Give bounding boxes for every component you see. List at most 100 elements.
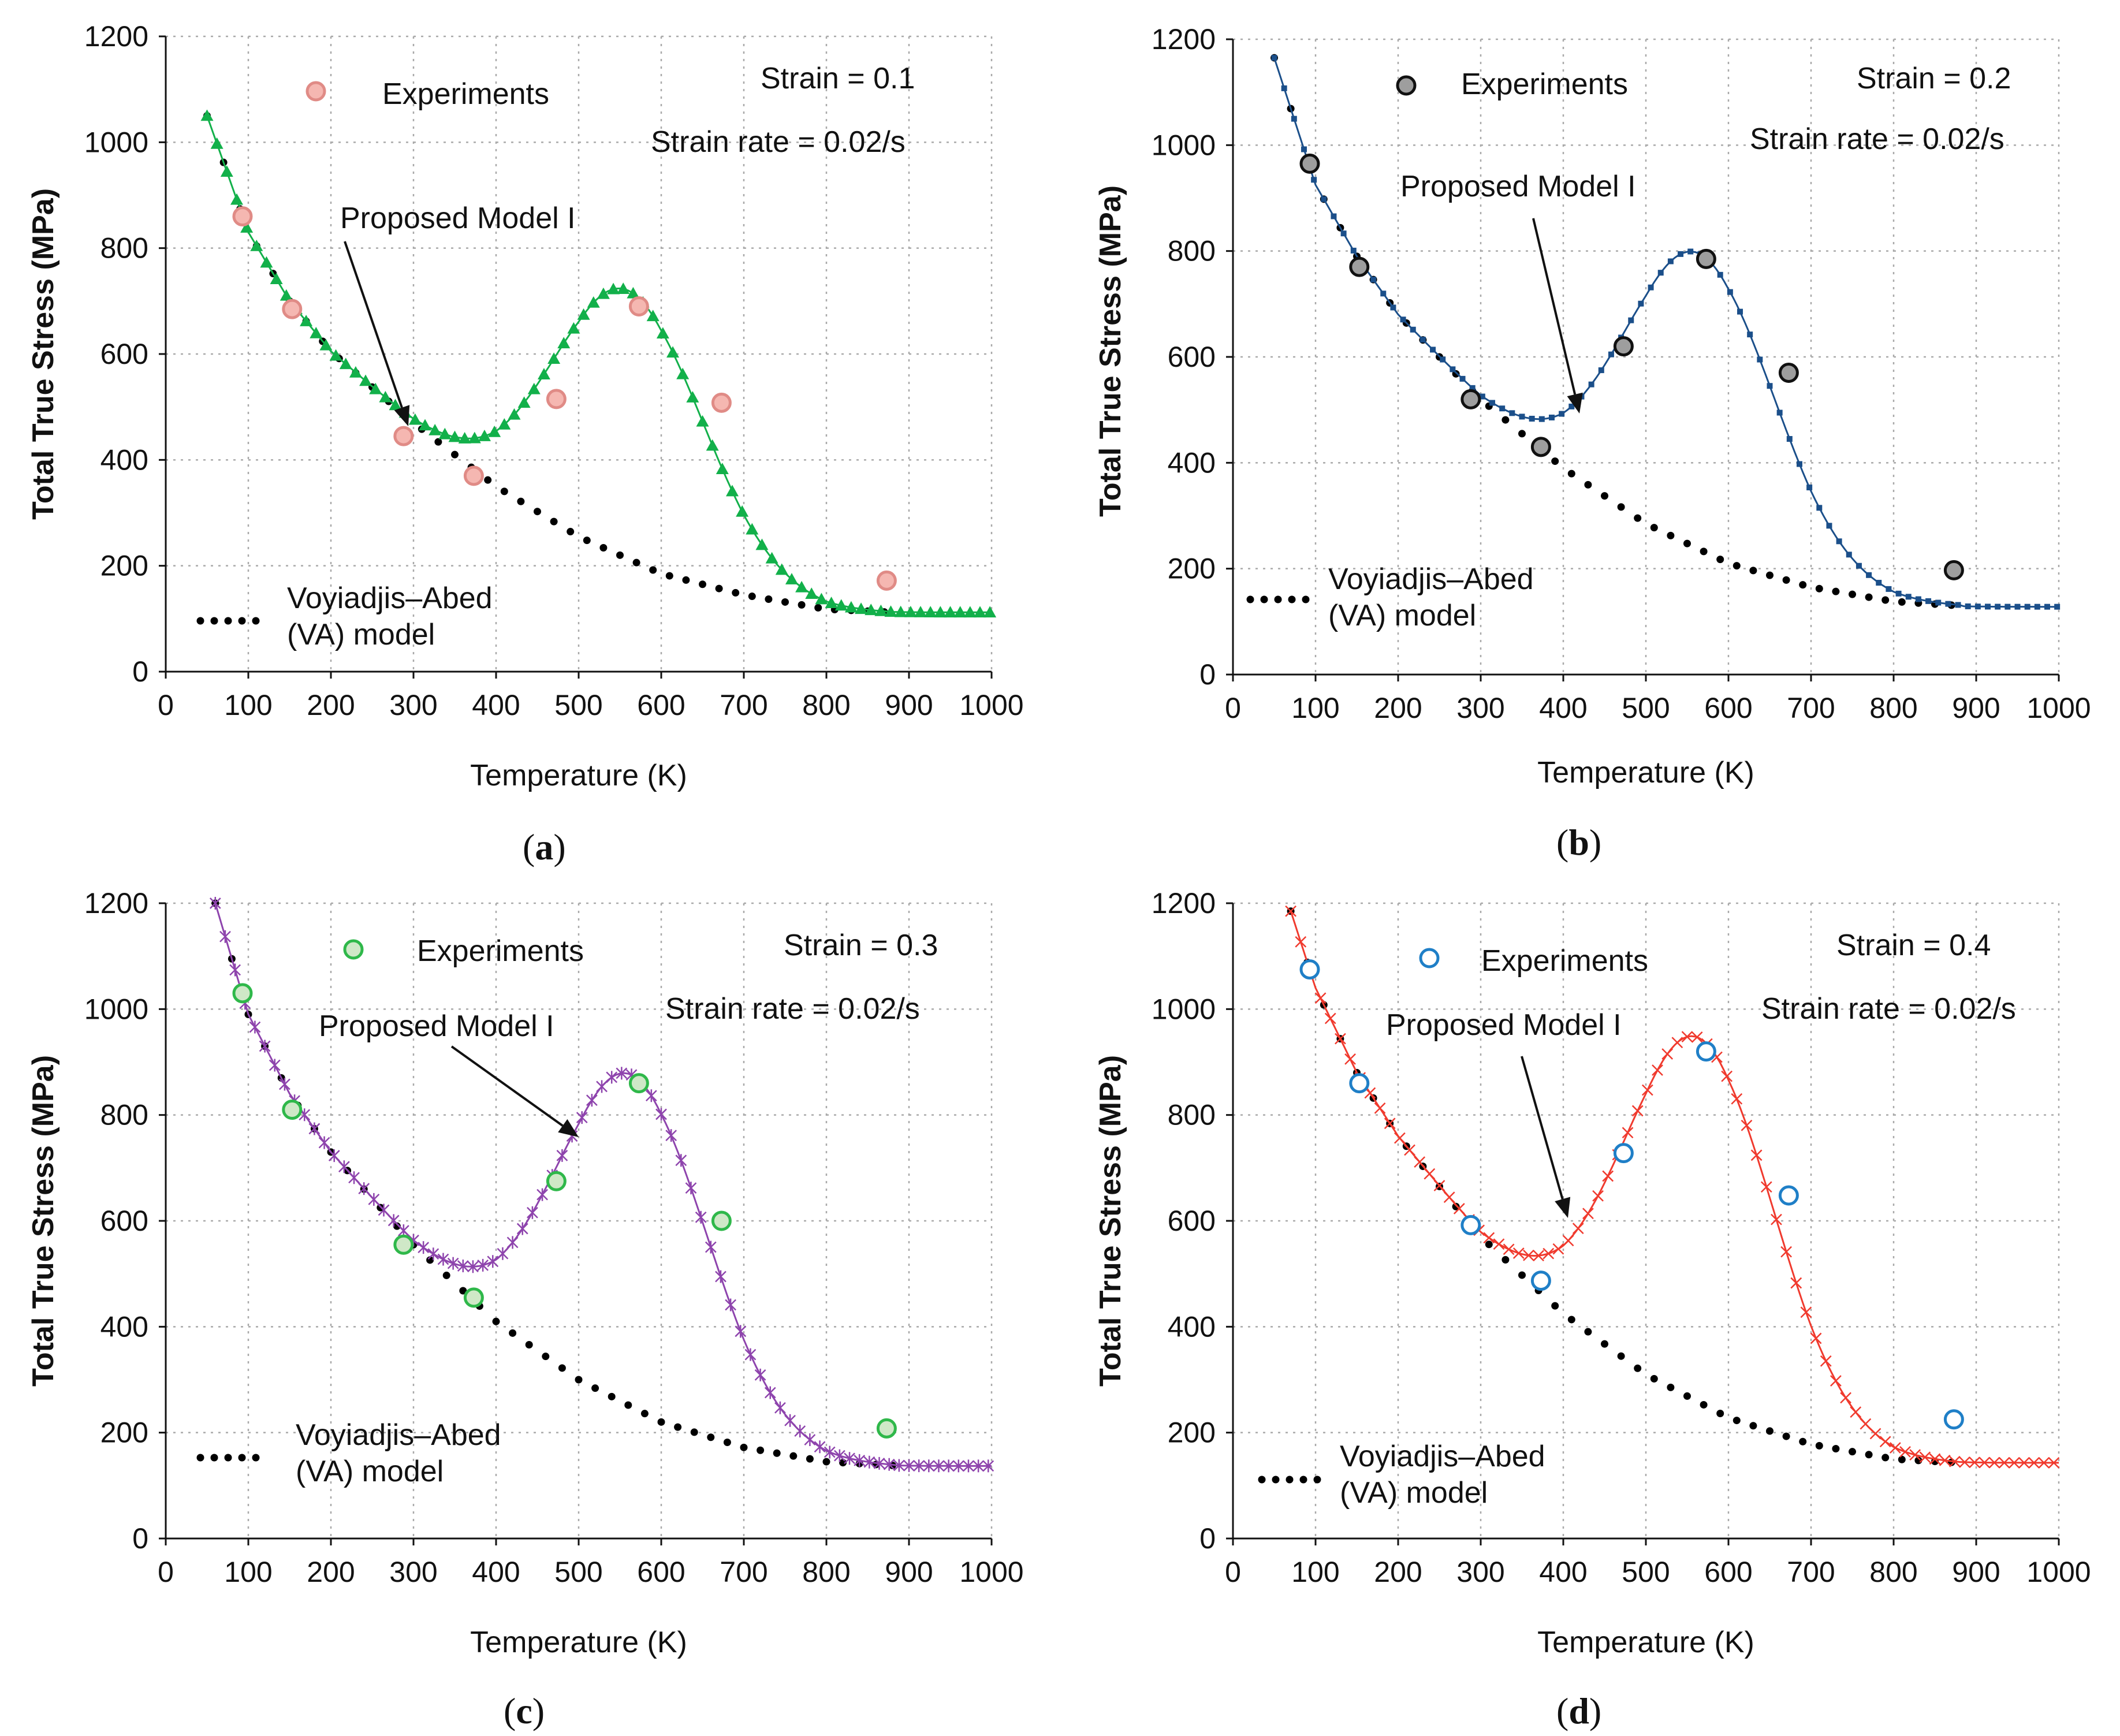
panel-a-model-marker-58 (775, 563, 788, 575)
panel-c-model-marker-50 (705, 1240, 717, 1254)
panel-d-va-point-21 (1634, 1364, 1642, 1372)
panel-c-model-marker-6 (269, 1059, 281, 1072)
panel-c-model-marker-75 (952, 1459, 964, 1473)
panel-b-model-marker-18 (1450, 366, 1456, 372)
panel-b-x-tick-label-5: 500 (1622, 692, 1670, 724)
panel-c-x-tick-label-10: 1000 (959, 1556, 1023, 1588)
panel-c-model-marker-52 (725, 1298, 737, 1312)
panel-a-model-marker-68 (874, 604, 888, 616)
panel-b-model-marker-8 (1350, 247, 1357, 254)
panel-a-model-marker-50 (696, 415, 709, 427)
panel-b-experiment-point-3 (1530, 437, 1551, 457)
panel-a-model-marker-64 (834, 599, 848, 611)
panel-d-x-tick-label-1: 100 (1291, 1556, 1339, 1588)
panel-a-va-point-37 (814, 603, 822, 612)
panel-a-model-marker-56 (755, 538, 769, 550)
panel-d-model-marker-1 (1295, 936, 1307, 948)
panel-d-model-marker-46 (1741, 1119, 1753, 1131)
panel-a-va-point-36 (798, 601, 806, 609)
panel-c-model-text: Proposed Model I (319, 1009, 554, 1043)
panel-d-va-point-16 (1551, 1302, 1559, 1310)
panel-a-model-marker-43 (627, 286, 640, 299)
panel-a-model-marker-12 (319, 338, 333, 351)
panel-d-y-tick-label-3: 600 (1168, 1205, 1216, 1237)
panel-a-model-marker-35 (547, 352, 561, 364)
panel-c-model-marker-45 (655, 1108, 667, 1121)
panel-b-legend-va-dot-3 (1288, 595, 1296, 603)
panel-c-y-tick-label-0: 0 (132, 1522, 148, 1555)
panel-d-model-marker-75 (2028, 1457, 2040, 1469)
panel-d-model-marker-35 (1631, 1105, 1644, 1117)
panel-d-legend-va-dot-2 (1286, 1476, 1294, 1484)
panel-c-experiment-point-3 (463, 1287, 484, 1308)
panel-b-model-marker-42 (1687, 248, 1694, 255)
panel-b-model-text: Proposed Model I (1400, 170, 1636, 203)
panel-a-model-marker-51 (706, 439, 719, 451)
panel-d-model-marker-77 (2048, 1457, 2060, 1469)
panel-a-model-marker-73 (924, 606, 937, 618)
panel-b-va-point-34 (1832, 587, 1840, 595)
panel-b-y-tick-label-1: 200 (1168, 553, 1216, 585)
panel-c-model-marker-63 (833, 1449, 845, 1462)
panel-b-rate-text: Strain rate = 0.02/s (1750, 122, 2005, 156)
panel-b-y-tick-label-0: 0 (1199, 658, 1216, 691)
panel-b-experiment-point-5 (1696, 248, 1716, 269)
panel-d-va-point-22 (1650, 1374, 1658, 1383)
panel-d-model-marker-67 (1948, 1455, 1961, 1467)
panel-c-model-marker-72 (923, 1459, 935, 1473)
panel-a-model-marker-26 (458, 432, 471, 444)
panel-c-va-point-30 (707, 1433, 715, 1441)
panel-b-y-tick-label-3: 600 (1168, 341, 1216, 373)
panel-b-va-point-18 (1567, 470, 1575, 478)
panel-b-model-marker-70 (1965, 603, 1971, 609)
panel-d-va-point-29 (1766, 1427, 1774, 1435)
panel-d-va-point-24 (1683, 1392, 1691, 1400)
panel-d-model-marker-48 (1760, 1181, 1772, 1193)
panel-c-model-marker-35 (556, 1149, 568, 1162)
panel-a-model-marker-0 (200, 109, 214, 121)
panel-b-model-marker-24 (1509, 410, 1515, 416)
panel-b-xlabel: Temperature (K) (1537, 756, 1754, 789)
panel-d-legend-va-dot-0 (1258, 1476, 1266, 1484)
panel-c-model-marker-1 (219, 930, 231, 943)
panel-d-model-marker-52 (1800, 1306, 1812, 1318)
panel-d-model-marker-10 (1384, 1117, 1396, 1130)
panel-b-va-point-28 (1732, 562, 1741, 570)
panel-c-experiment-point-5 (628, 1073, 649, 1094)
panel-b-model-marker-4 (1311, 177, 1317, 183)
panel-d-model-marker-61 (1889, 1442, 1901, 1454)
panel-d-va-point-25 (1700, 1400, 1708, 1409)
panel-b-model-marker-38 (1648, 284, 1654, 290)
panel-d-y-tick-label-5: 1000 (1152, 993, 1216, 1025)
panel-a-model-marker-11 (310, 326, 323, 338)
panel-c-model-marker-18 (388, 1214, 400, 1227)
panel-d-model-marker-25 (1533, 1250, 1544, 1262)
panel-d-model-marker-74 (2018, 1456, 2030, 1469)
panel-a-model-marker-38 (577, 308, 590, 320)
panel-a-y-tick-label-5: 1000 (84, 126, 148, 158)
panel-a-model-marker-77 (963, 606, 977, 618)
panel-b-model-marker-67 (1935, 599, 1942, 606)
panel-b-model-marker-54 (1806, 485, 1813, 491)
panel-b-ylabel: Total True Stress (MPa) (1094, 185, 1127, 517)
panel-c-model-marker-31 (516, 1222, 528, 1235)
panel-c-arrow-head (558, 1119, 579, 1137)
panel-b-model-marker-46 (1727, 289, 1733, 295)
panel-a-model-marker-67 (865, 603, 878, 616)
panel-c-legend-va-dot-4 (252, 1454, 260, 1462)
panel-d-va-point-31 (1799, 1437, 1807, 1446)
panel-a-model-marker-23 (429, 423, 442, 435)
panel-d-model-marker-9 (1374, 1102, 1386, 1114)
panel-b-model-marker-60 (1866, 572, 1872, 578)
panel-c-model-marker-49 (695, 1210, 707, 1224)
panel-b-model-marker-75 (2014, 603, 2021, 610)
panel-b-va-point-20 (1601, 492, 1608, 500)
panel-c-model-marker-47 (675, 1154, 687, 1167)
panel-a-va-point-29 (682, 576, 690, 584)
panel-a-va-point-30 (699, 580, 706, 588)
panel-c-model-marker-76 (963, 1459, 974, 1473)
panel-a-y-tick-label-2: 400 (100, 444, 148, 476)
panel-c-y-tick-label-5: 1000 (84, 993, 148, 1025)
panel-a-strain-text: Strain = 0.1 (761, 62, 915, 95)
